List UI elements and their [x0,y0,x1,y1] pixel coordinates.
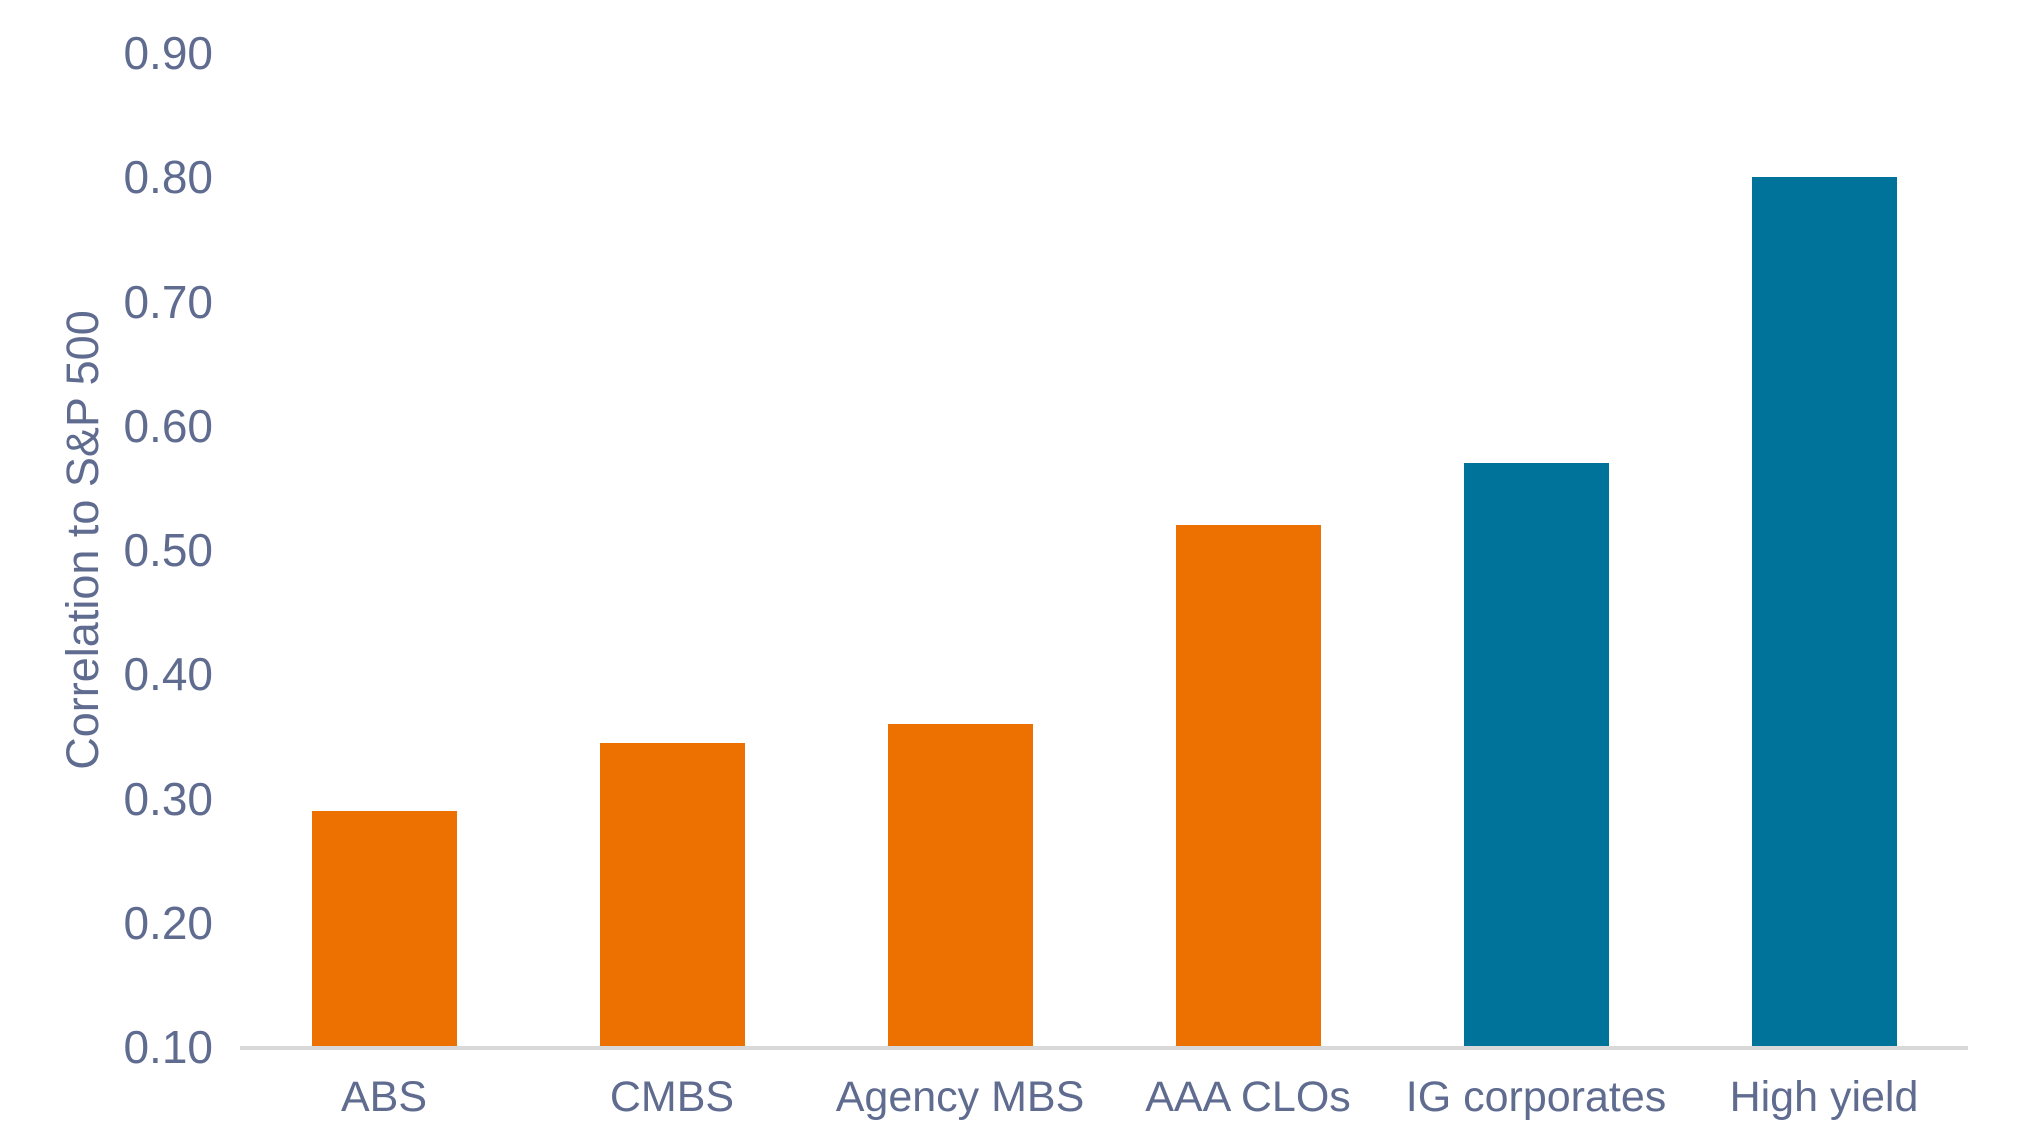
bar-abs [311,810,457,1046]
bar-aaa-clos [1175,525,1321,1046]
x-axis-line [240,1046,1968,1050]
y-tick-label: 0.70 [123,275,213,328]
bar-high-yield [1751,177,1897,1046]
y-tick-label: 0.20 [123,896,213,949]
y-tick-label: 0.60 [123,399,213,452]
x-axis-label: High yield [1729,1073,1919,1121]
x-axis-label: CMBS [609,1073,735,1121]
y-tick-label: 0.40 [123,648,213,701]
x-axis-label: Agency MBS [835,1073,1085,1121]
y-tick-label: 0.80 [123,151,213,204]
x-axis-label: AAA CLOs [1145,1073,1351,1121]
y-tick-label: 0.10 [123,1021,213,1073]
y-tick-label: 0.30 [123,772,213,825]
bar-cmbs [599,742,745,1046]
x-axis-label: ABS [340,1073,428,1121]
x-axis-label: IG corporates [1405,1073,1667,1121]
y-tick-label: 0.90 [123,27,213,79]
bar-ig-corporates [1463,463,1609,1046]
y-tick-label: 0.50 [123,524,213,576]
bar-agency-mbs [887,723,1033,1046]
